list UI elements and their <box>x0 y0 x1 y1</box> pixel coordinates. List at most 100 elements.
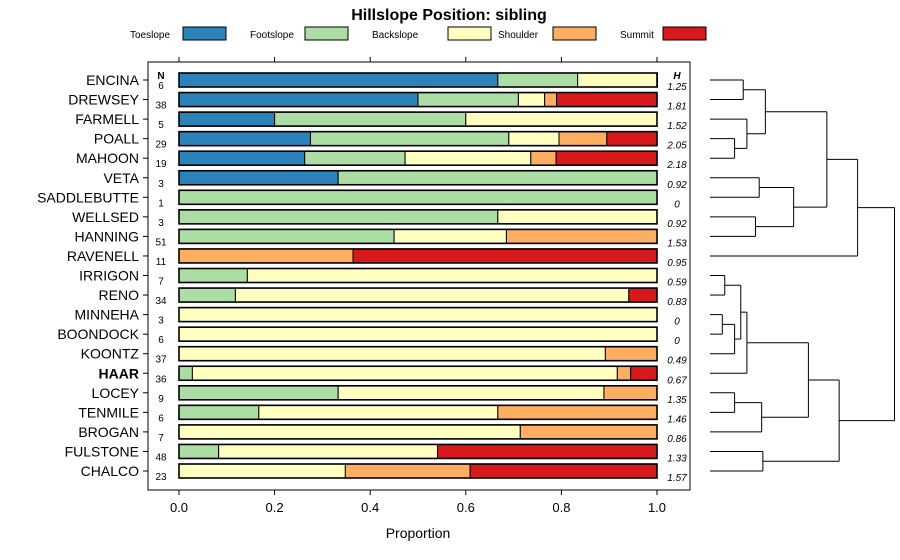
row-n: 6 <box>158 413 164 424</box>
row-reno: RENO 34 0.83 <box>99 287 688 308</box>
row-h: 1.25 <box>667 82 687 93</box>
x-tick-label: 0.6 <box>457 500 475 515</box>
bar-backslope <box>218 443 439 459</box>
row-label: MINNEHA <box>74 307 139 323</box>
bar-backslope <box>517 92 546 108</box>
bar-backslope <box>404 150 532 166</box>
bar-footslope <box>178 209 499 225</box>
bar-shoulder <box>616 365 632 381</box>
legend-label-footslope: Footslope <box>250 30 294 41</box>
bar-footslope <box>178 228 395 244</box>
row-minneha: MINNEHA 3 0 <box>74 307 680 328</box>
bar-outline <box>178 111 658 127</box>
bar-shoulder <box>344 463 471 479</box>
bar-outline <box>178 345 658 362</box>
bar-footslope <box>178 287 236 303</box>
row-h: 2.05 <box>666 141 687 152</box>
row-h: 1.35 <box>667 395 687 406</box>
bar-toeslope <box>178 170 339 186</box>
row-h: 0.49 <box>667 356 687 367</box>
row-n: 11 <box>156 257 167 268</box>
legend-swatch-toeslope <box>182 26 227 41</box>
bar-outline <box>178 267 658 284</box>
legend-label-shoulder: Shoulder <box>498 30 539 41</box>
bar-backslope <box>258 404 499 420</box>
row-h: 1.52 <box>667 121 687 132</box>
bar-backslope <box>178 463 346 479</box>
bar-backslope <box>178 346 606 362</box>
row-label: VETA <box>103 170 139 186</box>
row-h: 1.46 <box>667 414 687 425</box>
row-n: 36 <box>155 374 167 385</box>
row-label: WELLSED <box>72 209 139 225</box>
row-label: ENCINA <box>86 72 140 88</box>
bar-outline <box>178 287 658 303</box>
row-h: 0 <box>674 336 680 347</box>
row-label: DREWSEY <box>68 92 139 108</box>
plot-area: 0.0 0.2 0.4 0.6 0.8 1.0 N H ENCINA 6 1.25 DREWSEY 38… <box>37 57 691 515</box>
bar-summit <box>556 92 658 108</box>
row-drewsey: DREWSEY 38 1.81 <box>68 92 687 113</box>
row-label: FULSTONE <box>65 443 139 459</box>
bar-summit <box>352 248 658 264</box>
bar-footslope <box>304 150 406 166</box>
legend-label-summit: Summit <box>620 30 654 41</box>
bar-outline <box>178 189 658 206</box>
bar-backslope <box>497 209 658 225</box>
x-tick-label: 0.4 <box>361 500 379 515</box>
bar-footslope <box>178 385 339 401</box>
row-n: 37 <box>155 355 167 366</box>
bar-backslope <box>337 385 605 401</box>
bar-outline <box>178 365 658 382</box>
bar-backslope <box>178 307 658 323</box>
bar-shoulder <box>519 424 658 440</box>
bar-shoulder <box>558 131 608 147</box>
bar-toeslope <box>178 131 311 147</box>
legend-swatch-footslope <box>304 26 349 41</box>
bar-outline <box>178 248 658 264</box>
legend-swatch-summit <box>662 26 707 41</box>
bar-outline <box>178 228 658 245</box>
row-n: 3 <box>158 179 164 190</box>
row-label: POALL <box>94 131 139 147</box>
row-h: 2.18 <box>666 160 687 171</box>
bar-outline <box>178 209 658 225</box>
bar-backslope <box>191 365 618 381</box>
bar-backslope <box>577 72 658 88</box>
x-tick-label: 0.0 <box>170 500 188 515</box>
row-hanning: HANNING 51 1.53 <box>74 228 687 249</box>
row-n: 5 <box>158 120 164 131</box>
row-n: 23 <box>155 472 167 483</box>
bar-shoulder <box>530 150 557 166</box>
x-tick-label: 0.8 <box>552 500 570 515</box>
row-n: 7 <box>158 433 164 444</box>
bar-shoulder <box>497 404 658 420</box>
x-tick-label: 0.2 <box>266 500 284 515</box>
row-h: 0.59 <box>667 278 687 289</box>
row-h: 0.92 <box>667 180 687 191</box>
row-wellsed: WELLSED 3 0.92 <box>72 209 687 230</box>
row-h: 0.95 <box>667 258 687 269</box>
row-h: 0.92 <box>667 219 687 230</box>
row-n: 1 <box>158 198 164 209</box>
bar-backslope <box>508 131 560 147</box>
row-n: 3 <box>158 316 164 327</box>
dendrogram <box>710 79 895 472</box>
row-h: 0 <box>674 199 680 210</box>
row-n: 7 <box>158 277 164 288</box>
legend-swatch-backslope <box>447 26 492 41</box>
bar-outline <box>178 384 658 401</box>
row-locey: LOCEY 9 1.35 <box>92 385 688 406</box>
row-n: 34 <box>155 296 167 307</box>
row-h: 0.67 <box>667 375 687 386</box>
row-label: FARMELL <box>75 111 139 127</box>
row-h: 0.86 <box>667 434 687 445</box>
row-n: 38 <box>155 101 167 112</box>
bar-footslope <box>178 443 220 459</box>
row-n: 6 <box>158 81 164 92</box>
bar-backslope <box>246 268 658 283</box>
bar-footslope <box>178 365 193 381</box>
row-n: 29 <box>155 140 167 151</box>
row-farmell: FARMELL 5 1.52 <box>75 111 687 132</box>
